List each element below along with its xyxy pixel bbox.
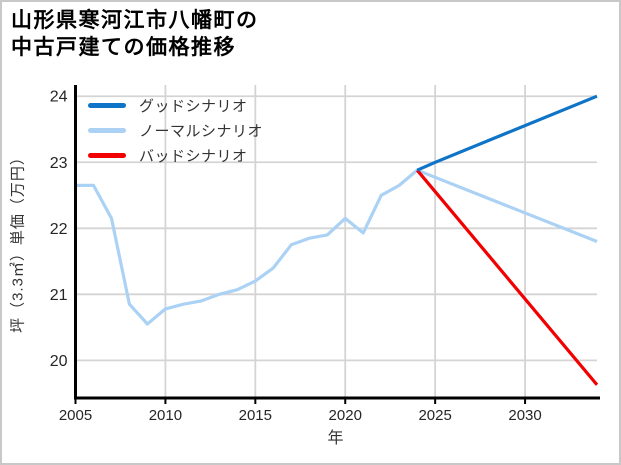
chart-title-line1: 山形県寒河江市八幡町の: [11, 9, 259, 32]
y-tick-label: 20: [50, 353, 68, 370]
y-tick-label: 24: [50, 89, 68, 106]
legend-label-normal: ノーマルシナリオ: [139, 123, 264, 140]
legend-row-bad: バッドシナリオ: [88, 143, 263, 168]
chart-title: 山形県寒河江市八幡町の 中古戸建ての価格推移: [11, 7, 259, 61]
legend-label-good: グッドシナリオ: [139, 98, 248, 115]
series-line-2: [415, 169, 599, 386]
y-tick-label: 22: [50, 221, 68, 238]
legend-label-bad: バッドシナリオ: [139, 148, 248, 165]
legend: グッドシナリオ ノーマルシナリオ バッドシナリオ: [88, 93, 263, 168]
y-tick-label: 21: [50, 287, 68, 304]
x-axis-label: 年: [327, 430, 345, 447]
legend-row-normal: ノーマルシナリオ: [88, 118, 263, 143]
x-tick-label: 2025: [418, 407, 451, 424]
x-tick-label: 2015: [239, 407, 272, 424]
legend-row-good: グッドシナリオ: [88, 93, 263, 118]
legend-swatch-good: [88, 103, 126, 108]
legend-swatch-normal: [88, 128, 126, 133]
series-line-0: [416, 94, 598, 172]
series-line-1: [75, 168, 598, 326]
legend-swatch-bad: [88, 153, 126, 158]
x-tick-label: 2010: [149, 407, 182, 424]
chart-title-line2: 中古戸建ての価格推移: [11, 36, 236, 59]
x-tick-label: 2020: [329, 407, 362, 424]
x-tick-label: 2030: [508, 407, 541, 424]
y-tick-label: 23: [50, 155, 68, 172]
y-axis-label: 坪（3.3㎡）単価（万円）: [9, 149, 27, 333]
x-tick-label: 2005: [59, 407, 92, 424]
